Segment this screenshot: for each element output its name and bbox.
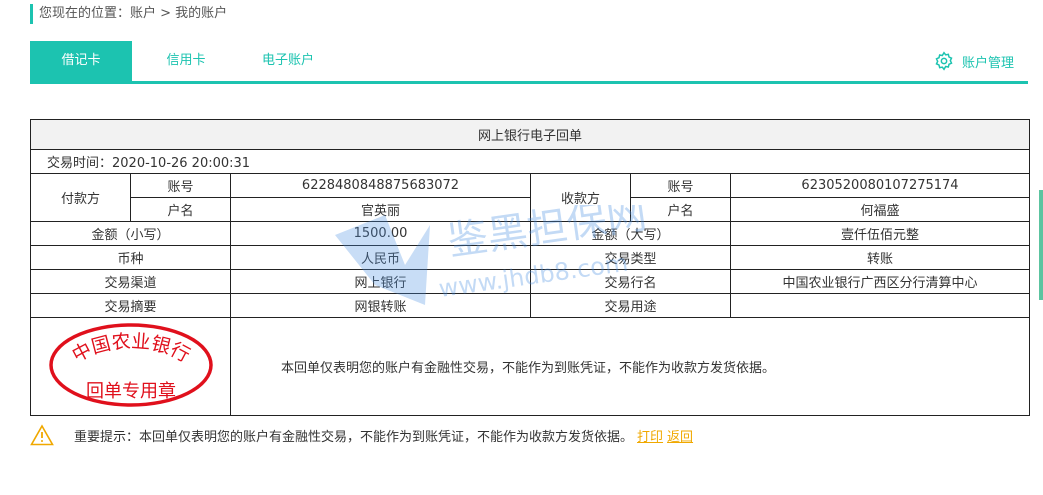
- payer-name-label: 户名: [130, 197, 231, 222]
- bank-stamp-cell: 中国农业银行 回单专用章: [30, 317, 231, 416]
- account-manage-button[interactable]: 账户管理: [934, 51, 1014, 71]
- channel: 网上银行: [230, 269, 531, 294]
- purpose: [729, 293, 1031, 318]
- tab-credit-card[interactable]: 信用卡: [166, 53, 206, 68]
- account-manage-label: 账户管理: [961, 55, 1014, 71]
- stamp-top-text: 中国农业银行: [68, 330, 193, 366]
- payee-name-label: 户名: [630, 197, 731, 222]
- side-float-bar[interactable]: [1039, 190, 1043, 300]
- currency: 人民币: [230, 245, 531, 270]
- important-tip: 重要提示：本回单仅表明您的账户有金融性交易，不能作为到账凭证，不能作为收款方发货…: [30, 424, 693, 446]
- warning-icon: [30, 424, 54, 446]
- bank-label: 交易行名: [530, 269, 731, 294]
- payer-account: 6228480848875683072: [230, 173, 531, 198]
- receipt-title: 网上银行电子回单: [29, 119, 1031, 150]
- payer-name: 官英丽: [230, 197, 531, 222]
- back-link[interactable]: 返回: [667, 429, 694, 445]
- payer-label: 付款方: [30, 173, 131, 222]
- transaction-type: 转账: [729, 245, 1031, 270]
- payer-acct-label: 账号: [130, 173, 231, 198]
- gear-icon: [935, 51, 953, 71]
- payee-account: 6230520080107275174: [729, 173, 1031, 198]
- transaction-time: 交易时间：2020-10-26 20:00:31: [29, 149, 1031, 174]
- currency-label: 币种: [30, 245, 231, 270]
- payee-label: 收款方: [530, 173, 631, 222]
- amount-small-label: 金额（小写）: [30, 221, 231, 246]
- payee-name: 何福盛: [729, 197, 1031, 222]
- amount-small: 1500.00: [230, 221, 531, 246]
- summary-label: 交易摘要: [30, 293, 231, 318]
- summary: 网银转账: [230, 293, 531, 318]
- amount-big: 壹仟伍佰元整: [729, 221, 1031, 246]
- receipt-table: 网上银行电子回单 交易时间：2020-10-26 20:00:31 付款方 账号…: [29, 119, 1031, 416]
- receipt-note: 本回单仅表明您的账户有金融性交易，不能作为到账凭证，不能作为收款方发货依据。: [229, 317, 1031, 416]
- purpose-label: 交易用途: [530, 293, 731, 318]
- payee-acct-label: 账号: [630, 173, 731, 198]
- channel-label: 交易渠道: [30, 269, 231, 294]
- tip-text: 重要提示：本回单仅表明您的账户有金融性交易，不能作为到账凭证，不能作为收款方发货…: [74, 429, 634, 445]
- svg-text:中国农业银行: 中国农业银行: [68, 330, 193, 366]
- tab-e-account[interactable]: 电子账户: [261, 53, 314, 68]
- tab-debit-card[interactable]: 借记卡: [30, 41, 132, 81]
- bank-stamp: 中国农业银行 回单专用章: [48, 322, 213, 407]
- bank-name: 中国农业银行广西区分行清算中心: [729, 269, 1031, 294]
- breadcrumb: 您现在的位置：账户 > 我的账户: [30, 4, 227, 24]
- account-tabs: 借记卡 信用卡 电子账户 账户管理: [30, 41, 1028, 84]
- amount-big-label: 金额（大写）: [530, 221, 731, 246]
- type-label: 交易类型: [530, 245, 731, 270]
- stamp-bottom-text: 回单专用章: [86, 381, 176, 402]
- print-link[interactable]: 打印: [637, 429, 664, 445]
